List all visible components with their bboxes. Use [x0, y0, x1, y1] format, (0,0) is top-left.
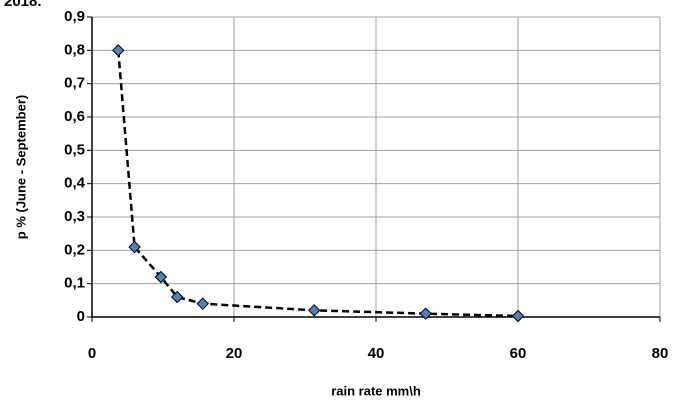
caption-fragment: 2018. [4, 0, 42, 10]
x-tick-label: 20 [226, 345, 243, 362]
data-line [117, 50, 519, 318]
y-tick-label: 0,7 [64, 75, 85, 92]
y-tick-label: 0,6 [64, 108, 85, 125]
y-tick-label: 0,2 [64, 241, 85, 258]
y-tick-label: 0,5 [64, 141, 85, 158]
y-tick-label: 0,3 [64, 208, 85, 225]
marker [154, 270, 168, 284]
marker [419, 307, 432, 320]
y-tick-label: 0,8 [64, 41, 85, 58]
marker [170, 290, 184, 304]
marker [196, 297, 209, 310]
x-tick-label: 0 [88, 345, 96, 362]
marker [112, 44, 125, 57]
x-tick-label: 80 [652, 345, 669, 362]
x-tick-label: 40 [368, 345, 385, 362]
y-tick-label: 0,9 [64, 8, 85, 25]
x-axis-title: rain rate mm\h [331, 383, 421, 398]
y-axis-title: p % (June - September) [13, 95, 28, 239]
y-tick-label: 0 [77, 308, 85, 325]
x-tick-label: 60 [510, 345, 527, 362]
marker [308, 304, 321, 317]
y-tick-label: 0,1 [64, 275, 85, 292]
marker [128, 240, 141, 254]
marker [511, 309, 525, 323]
y-tick-label: 0,4 [64, 175, 86, 192]
